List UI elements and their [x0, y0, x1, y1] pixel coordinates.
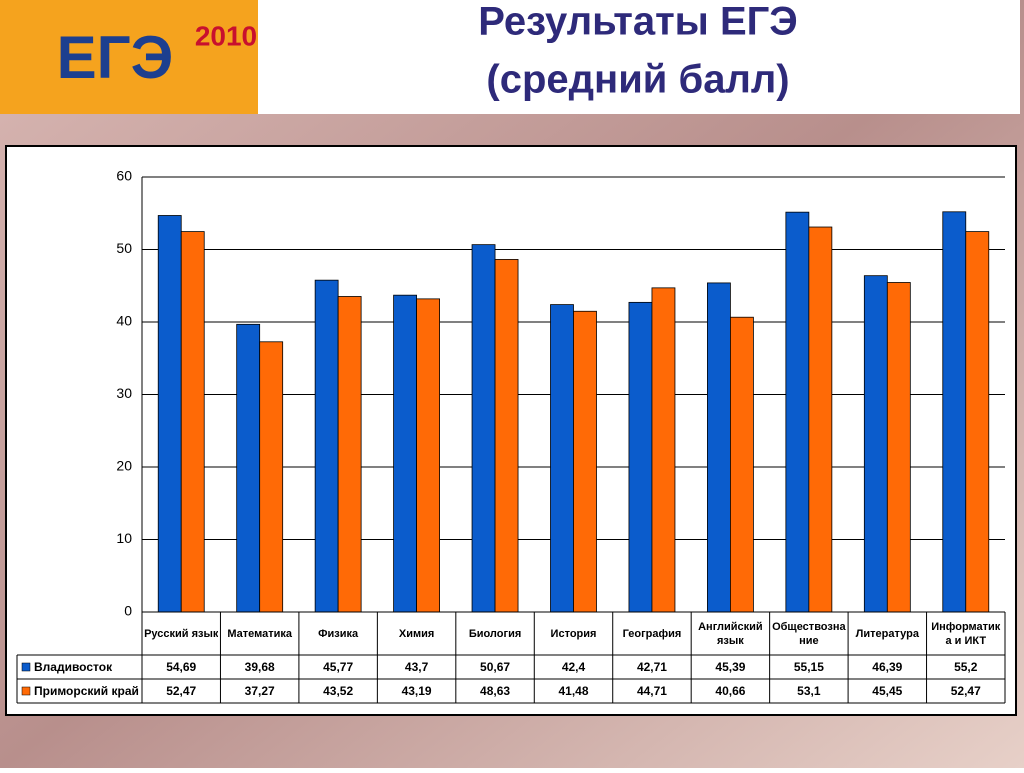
data-label: 45,45	[872, 684, 902, 698]
bar	[236, 323, 261, 613]
category-cell: Литература	[855, 627, 919, 640]
chart-title: Результаты ЕГЭ	[478, 0, 798, 44]
data-label: 44,71	[637, 684, 667, 698]
bar	[730, 316, 754, 613]
x-tick-label: Физика	[318, 627, 359, 640]
y-tick-label: 40	[116, 313, 132, 329]
y-tick-label: 60	[116, 168, 132, 184]
category-cell: Математика	[227, 627, 293, 640]
bar	[886, 282, 911, 613]
x-tick-label: Английский язык	[698, 620, 763, 647]
category-cell: География	[622, 627, 682, 640]
bar	[863, 275, 888, 613]
bar	[942, 211, 967, 613]
legend-key	[21, 662, 31, 672]
x-tick-label: История	[550, 627, 597, 640]
bar	[157, 215, 182, 613]
category-cell: Обществознание	[772, 620, 846, 647]
chart-title: (средний балл)	[486, 58, 789, 102]
category-cell: Физика	[318, 627, 359, 640]
data-label: 37,27	[245, 684, 275, 698]
y-tick-label: 10	[116, 530, 132, 546]
data-label: 52,47	[166, 684, 196, 698]
bar	[180, 231, 205, 613]
data-label: 42,71	[637, 660, 667, 674]
data-label: 54,69	[166, 660, 196, 674]
category-cell: История	[550, 627, 597, 640]
x-tick-label: Информатика и ИКТ	[931, 620, 1001, 647]
data-label: 43,19	[402, 684, 432, 698]
bar	[707, 282, 731, 613]
y-tick-label: 50	[116, 240, 132, 256]
x-tick-label: Обществознание	[772, 620, 846, 647]
x-tick-label: Биология	[468, 627, 522, 640]
bar	[471, 244, 496, 613]
category-cell: Английский язык	[698, 620, 763, 647]
x-tick-label: Химия	[398, 627, 435, 640]
bar	[494, 259, 519, 613]
data-label: 53,1	[797, 684, 821, 698]
x-tick-label: Литература	[855, 627, 919, 640]
logo-text: ЕГЭ	[57, 24, 174, 91]
data-label: 52,47	[951, 684, 981, 698]
data-label: 45,77	[323, 660, 353, 674]
y-tick-label: 20	[116, 458, 132, 474]
logo-box	[0, 0, 258, 114]
y-tick-label: 0	[124, 603, 132, 619]
data-label: 39,68	[245, 660, 275, 674]
data-label: 43,52	[323, 684, 353, 698]
data-label: 41,48	[558, 684, 588, 698]
bar	[259, 341, 284, 613]
category-cell: Русский язык	[144, 627, 219, 640]
bar	[785, 211, 810, 613]
legend-key	[21, 686, 31, 696]
legend-label: Владивосток	[34, 660, 113, 674]
bar	[808, 226, 833, 613]
x-tick-label: Русский язык	[144, 627, 219, 640]
bar	[965, 231, 990, 613]
category-cell: Информатика и ИКТ	[931, 620, 1001, 647]
data-label: 48,63	[480, 684, 510, 698]
category-cell: Биология	[468, 627, 522, 640]
bar	[416, 298, 440, 613]
category-cell: Химия	[398, 627, 435, 640]
data-label: 45,39	[715, 660, 745, 674]
logo-year: 2010	[195, 20, 257, 51]
data-label: 42,4	[562, 660, 586, 674]
x-tick-label: География	[622, 627, 682, 640]
y-tick-label: 30	[116, 385, 132, 401]
data-label: 55,15	[794, 660, 824, 674]
data-label: 55,2	[954, 660, 978, 674]
bar	[337, 296, 362, 613]
bar	[550, 304, 574, 613]
bar	[628, 301, 653, 613]
legend-label: Приморский край	[34, 684, 139, 698]
data-label: 46,39	[872, 660, 902, 674]
data-label: 43,7	[405, 660, 429, 674]
bar	[393, 294, 417, 613]
bar	[573, 310, 597, 613]
x-tick-label: Математика	[227, 627, 293, 640]
bar	[651, 287, 676, 613]
data-label: 50,67	[480, 660, 510, 674]
data-label: 40,66	[715, 684, 745, 698]
plot: 0 10 20 30 40 50 60 Русский язык Математика Физик…	[16, 168, 1006, 704]
header-band	[258, 0, 1020, 114]
bar	[314, 279, 339, 613]
